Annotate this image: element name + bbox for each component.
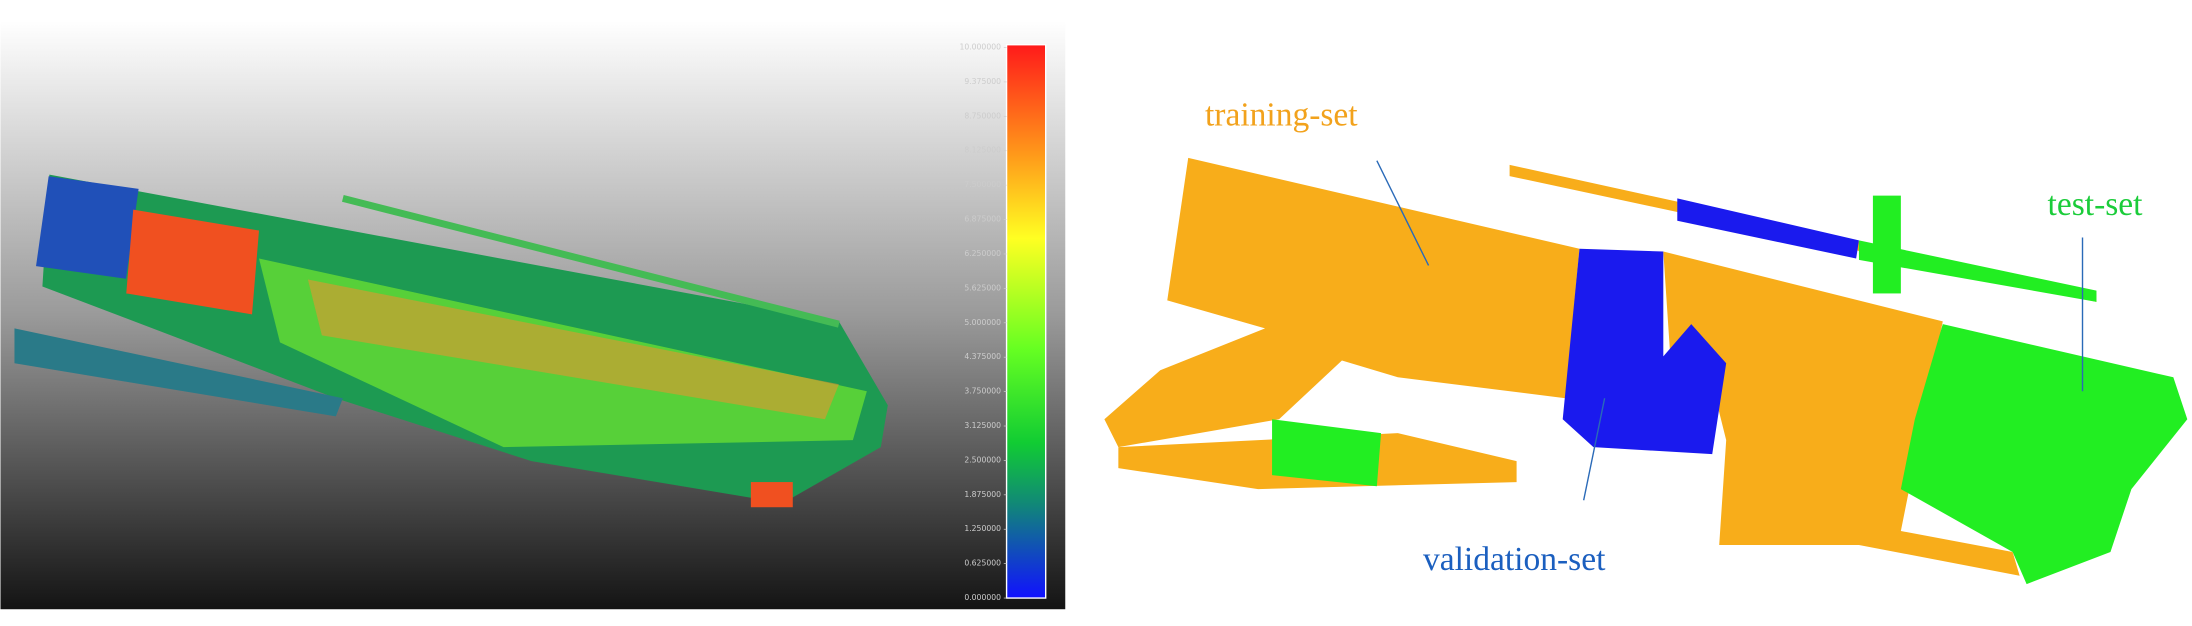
training-label: training-set (1205, 97, 1358, 134)
training-region-2 (1663, 251, 2020, 576)
point-cloud-view (0, 20, 1066, 610)
test-region (1900, 324, 2188, 585)
cloud-orange (307, 279, 839, 420)
test-road (1858, 240, 2097, 302)
tick-label: 4.375000 (964, 352, 1001, 361)
tick-label: 0.625000 (964, 559, 1001, 568)
tick-label: 0.000000 (964, 593, 1001, 602)
tick-label: 9.375000 (964, 77, 1001, 86)
tick-label: 8.125000 (964, 146, 1001, 155)
tick-label: 10.000000 (959, 43, 1001, 52)
tick-label: 5.625000 (964, 283, 1001, 292)
cloud-road (341, 195, 840, 328)
pointer-line (1582, 398, 1606, 501)
tick-label: 1.875000 (964, 490, 1001, 499)
tick-label: 3.750000 (964, 387, 1001, 396)
tick-label: 8.750000 (964, 111, 1001, 120)
cloud-strip (14, 328, 343, 417)
tick-label: 5.000000 (964, 318, 1001, 327)
test-label: test-set (2048, 186, 2144, 223)
tick-label: 3.125000 (964, 421, 1001, 430)
colorbar (1005, 44, 1047, 599)
tick-label: 6.875000 (964, 215, 1001, 224)
cloud-red (126, 209, 260, 315)
validation-road (1677, 198, 1859, 259)
validation-label: validation-set (1423, 541, 1606, 578)
tick-label: 7.500000 (964, 180, 1001, 189)
cloud-red2 (750, 482, 793, 508)
training-region (1104, 157, 1580, 448)
tick-label: 2.500000 (964, 455, 1001, 464)
split-map: training-set validation-set test-set (1104, 97, 2188, 585)
test-region-small (1272, 419, 1382, 487)
cloud-blue (36, 176, 139, 279)
test-bridge (1872, 195, 1901, 294)
tick-label: 6.250000 (964, 249, 1001, 258)
pointer-line (1376, 160, 1430, 266)
tick-label: 1.250000 (964, 524, 1001, 533)
